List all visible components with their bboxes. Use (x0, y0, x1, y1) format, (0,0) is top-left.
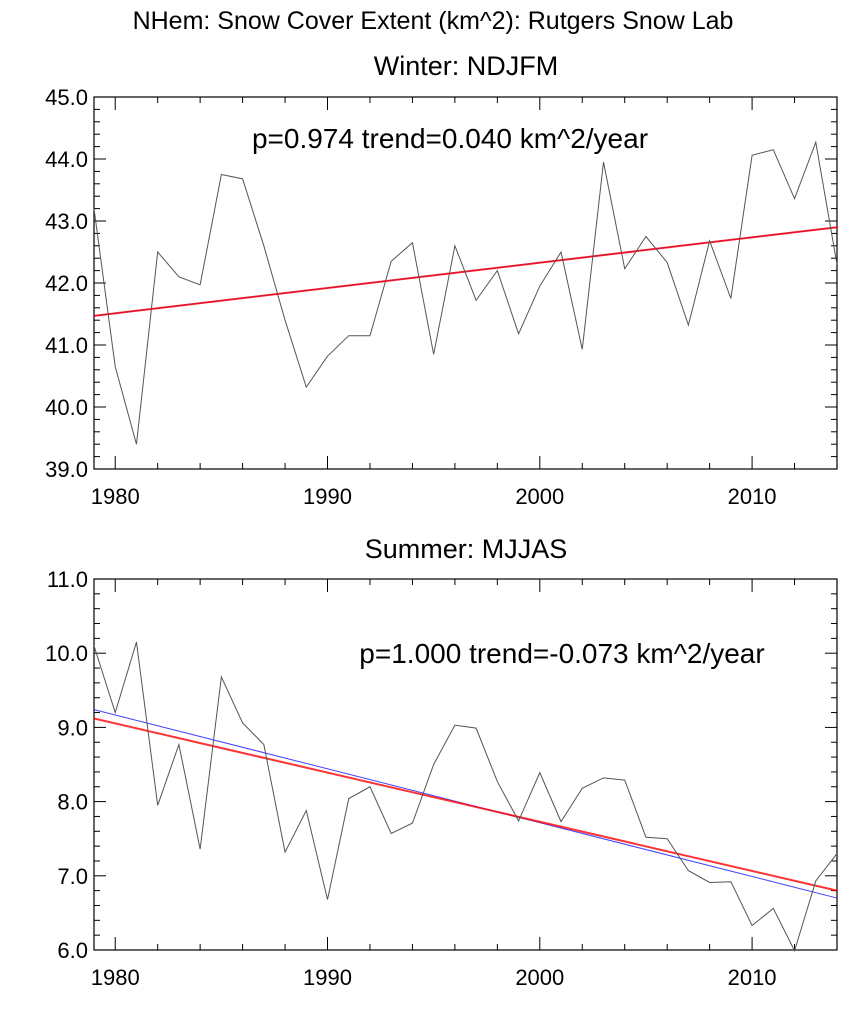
winter-chart-title: Winter: NDJFM (374, 51, 559, 81)
winter-x-tick-label-2000: 2000 (515, 484, 564, 509)
summer-data-series-line (93, 641, 838, 953)
winter-stats-annotation: p=0.974 trend=0.040 km^2/year (252, 123, 648, 154)
winter-y-tick-label-6: 45.0 (45, 85, 88, 110)
winter-y-tick-label-3: 42.0 (45, 271, 88, 296)
summer-y-tick-label-5: 11.0 (47, 567, 88, 592)
summer-panel: Summer: MJJAS p=1.000 trend=-0.073 km^2/… (45, 534, 838, 990)
summer-y-tick-label-4: 10.0 (45, 641, 88, 666)
summer-y-tick-label-3: 9.0 (57, 715, 88, 740)
winter-y-tick-label-1: 40.0 (45, 395, 88, 420)
winter-y-tick-label-4: 43.0 (45, 209, 88, 234)
summer-stats-annotation: p=1.000 trend=-0.073 km^2/year (359, 638, 764, 669)
winter-x-tick-label-2010: 2010 (728, 484, 777, 509)
winter-data-series-line (93, 140, 838, 445)
summer-x-tick-label-1990: 1990 (303, 965, 352, 990)
winter-y-tick-label-5: 44.0 (45, 147, 88, 172)
summer-y-tick-label-1: 7.0 (57, 864, 88, 889)
figure-title: NHem: Snow Cover Extent (km^2): Rutgers … (133, 7, 734, 35)
summer-x-tick-label-2000: 2000 (515, 965, 564, 990)
summer-chart-title: Summer: MJJAS (365, 534, 568, 564)
winter-x-tick-label-1980: 1980 (91, 484, 140, 509)
winter-trend-line-red (93, 226, 838, 317)
summer-plot-frame (93, 578, 838, 951)
winter-y-tick-label-2: 41.0 (45, 333, 88, 358)
summer-x-tick-label-2010: 2010 (728, 965, 777, 990)
winter-y-tick-label-0: 39.0 (45, 457, 88, 482)
summer-trend-line-red (93, 717, 838, 892)
summer-y-tick-label-0: 6.0 (57, 938, 88, 963)
summer-y-tick-label-2: 8.0 (57, 790, 88, 815)
winter-panel: Winter: NDJFM p=0.974 trend=0.040 km^2/y… (45, 51, 838, 509)
winter-x-tick-label-1990: 1990 (303, 484, 352, 509)
summer-x-tick-label-1980: 1980 (91, 965, 140, 990)
